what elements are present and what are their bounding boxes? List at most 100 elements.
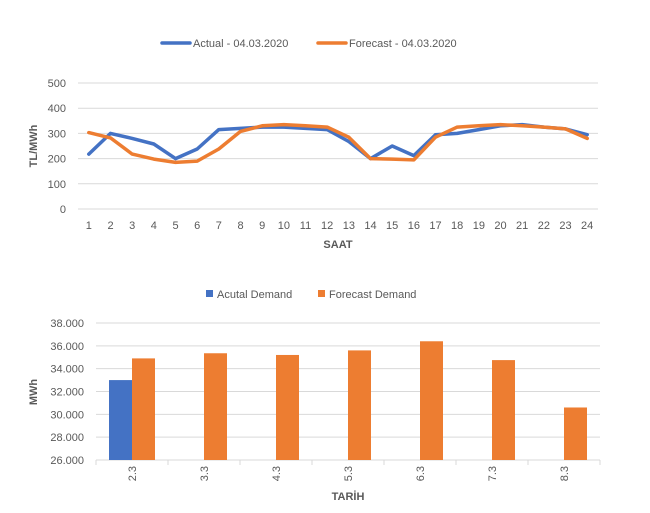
x-tick-label: 19 (473, 220, 485, 232)
x-tick-label: 3.3 (199, 466, 211, 481)
x-tick-label: 23 (559, 220, 571, 232)
x-tick-label: 6.3 (415, 466, 427, 481)
x-tick-label: 7 (216, 220, 222, 232)
y-tick-label: 500 (48, 78, 66, 90)
x-tick-label: 12 (321, 220, 333, 232)
legend-label: Forecast - 04.03.2020 (349, 38, 457, 50)
data-point (369, 157, 372, 161)
data-point (174, 157, 177, 161)
y-tick-label: 36.000 (50, 341, 84, 353)
series-line-forecast (87, 122, 589, 165)
bar-forecast-demand (564, 407, 587, 460)
legend-square-swatch (206, 290, 213, 297)
y-tick-label: 28.000 (50, 432, 84, 444)
data-point (260, 124, 264, 128)
bar-forecast-demand (132, 358, 155, 460)
bar-forecast-demand (420, 341, 443, 460)
bar-forecast-demand (276, 354, 299, 460)
data-point (130, 152, 134, 156)
legend-square-swatch (318, 290, 325, 297)
data-point (195, 159, 199, 163)
x-tick-label: 3 (129, 220, 135, 232)
x-tick-label: 4 (151, 220, 157, 232)
x-tick-label: 21 (516, 220, 528, 232)
y-tick-label: 400 (48, 103, 66, 115)
data-point (455, 125, 459, 129)
y-tick-label: 30.000 (50, 409, 84, 421)
x-axis-title: SAAT (323, 239, 352, 251)
x-tick-label: 13 (343, 220, 355, 232)
x-tick-label: 20 (494, 220, 506, 232)
legend-label: Actual - 04.03.2020 (193, 38, 288, 50)
data-point (109, 131, 112, 135)
y-axis-title: TL/MWh (28, 124, 40, 167)
data-point (542, 125, 546, 129)
data-point (325, 125, 329, 129)
data-point (585, 136, 589, 140)
y-tick-label: 300 (48, 128, 66, 140)
x-tick-label: 17 (429, 220, 441, 232)
y-tick-label: 26.000 (50, 455, 84, 467)
x-tick-label: 10 (278, 220, 290, 232)
data-point (174, 160, 177, 164)
data-point (152, 142, 156, 146)
legend-label: Acutal Demand (217, 289, 292, 301)
data-point (499, 123, 502, 127)
data-point (564, 127, 567, 131)
x-tick-label: 7.3 (487, 466, 499, 481)
bar-forecast-demand (492, 360, 515, 460)
data-point (87, 152, 91, 156)
data-point (585, 133, 589, 137)
y-tick-label: 200 (48, 154, 66, 166)
x-tick-label: 18 (451, 220, 463, 232)
data-point (282, 123, 286, 127)
data-point (347, 139, 351, 143)
data-point (152, 157, 156, 161)
bar-actual-demand (109, 380, 132, 460)
x-tick-label: 9 (259, 220, 265, 232)
data-point (130, 136, 134, 140)
data-point (304, 124, 307, 128)
y-tick-label: 100 (48, 179, 66, 191)
y-tick-label: 34.000 (50, 364, 84, 376)
data-point (390, 157, 394, 161)
bar-forecast-demand (348, 350, 371, 460)
data-point (109, 136, 112, 140)
data-point (477, 128, 481, 132)
y-tick-label: 38.000 (50, 318, 84, 330)
x-tick-label: 2 (107, 220, 113, 232)
x-tick-label: 1 (86, 220, 92, 232)
data-point (195, 147, 199, 151)
x-tick-label: 22 (538, 220, 550, 232)
x-tick-label: 4.3 (271, 466, 283, 481)
data-point (477, 124, 481, 128)
data-point (390, 144, 394, 148)
x-tick-label: 2.3 (127, 466, 139, 481)
data-point (217, 128, 221, 132)
x-tick-label: 24 (581, 220, 593, 232)
data-point (87, 131, 91, 135)
x-tick-label: 5.3 (343, 466, 355, 481)
x-tick-label: 8.3 (559, 466, 571, 481)
x-tick-label: 5 (172, 220, 178, 232)
data-point (412, 158, 416, 162)
data-point (217, 147, 221, 151)
data-point (434, 135, 437, 139)
x-axis-title: TARİH (332, 490, 365, 503)
data-point (304, 126, 307, 130)
data-point (239, 129, 242, 133)
x-tick-label: 15 (386, 220, 398, 232)
data-point (239, 126, 242, 130)
bar-forecast-demand (204, 353, 227, 460)
x-tick-label: 8 (237, 220, 243, 232)
legend-label: Forecast Demand (329, 289, 416, 301)
x-tick-label: 6 (194, 220, 200, 232)
data-point (412, 154, 416, 158)
y-axis-title: MWh (28, 379, 40, 406)
x-tick-label: 11 (300, 220, 311, 232)
y-tick-label: 32.000 (50, 387, 84, 399)
y-tick-label: 0 (60, 204, 66, 216)
